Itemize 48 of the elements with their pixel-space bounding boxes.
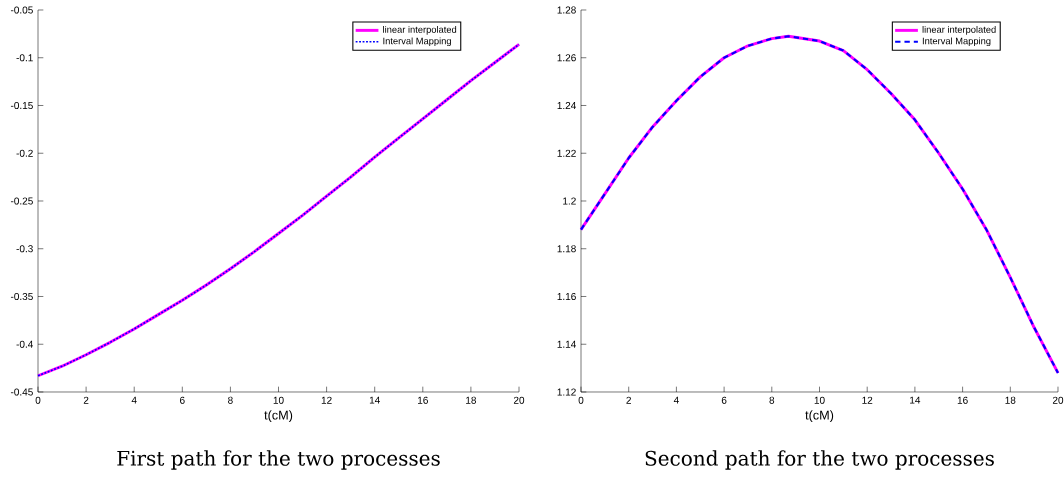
- text: Second path for the two processes: [645, 450, 994, 470]
- x-tick-label: 4: [673, 396, 679, 404]
- y-tick-label: -0.25: [10, 197, 33, 205]
- x-tick-label: 18: [1005, 396, 1016, 404]
- y-tick-label: -0.45: [10, 388, 33, 396]
- y-tick-label: -0.2: [16, 149, 33, 157]
- y-tick-label: 1.14: [557, 340, 576, 348]
- x-tick-label: 12: [321, 396, 332, 404]
- x-tick-label: 12: [862, 396, 873, 404]
- x-tick-label: 10: [814, 396, 825, 404]
- y-tick-label: -0.4: [16, 340, 34, 348]
- x-tick-label: 16: [418, 396, 428, 404]
- y-tick-label: 1.26: [557, 54, 576, 62]
- x-tick-label: 4: [131, 396, 137, 404]
- x-tick-label: 14: [910, 396, 921, 404]
- x-tick-label: 8: [769, 396, 775, 404]
- legend-label: Interval Mapping: [383, 37, 451, 47]
- y-tick-label: 1.28: [557, 6, 576, 14]
- x-tick-label: 14: [369, 396, 380, 404]
- y-tick-label: -0.3: [16, 245, 33, 253]
- x-tick-label: 2: [626, 396, 631, 404]
- y-tick-label: 1.16: [557, 292, 576, 301]
- legend-label: Interval Mapping: [922, 37, 991, 47]
- x-tick-label: 6: [180, 396, 185, 404]
- text: First path for the two processes: [117, 450, 440, 470]
- x-tick-label: 6: [721, 396, 727, 404]
- x-tick-label: 8: [228, 396, 233, 404]
- x-tick-label: 0: [578, 396, 584, 404]
- y-tick-label: -0.35: [10, 292, 33, 301]
- x-tick-label: 0: [35, 396, 41, 404]
- x-axis-title: t(cM): [264, 410, 293, 423]
- x-tick-label: 20: [513, 396, 525, 404]
- y-tick-label: 1.2: [563, 197, 576, 205]
- y-tick-label: 1.22: [557, 149, 576, 157]
- y-tick-label: 1.24: [557, 102, 576, 109]
- legend-label: linear interpolated: [922, 25, 996, 35]
- x-tick-label: 2: [83, 396, 89, 404]
- y-tick-label: 1.18: [557, 245, 576, 253]
- y-tick-label: 1.12: [557, 388, 576, 396]
- x-axis-title: t(cM): [805, 410, 834, 423]
- x-tick-label: 18: [466, 396, 477, 404]
- x-tick-label: 20: [1052, 396, 1064, 404]
- x-tick-label: 16: [957, 396, 968, 404]
- x-tick-label: 10: [273, 396, 284, 404]
- y-tick-label: -0.15: [10, 101, 33, 110]
- y-tick-label: -0.1: [16, 54, 33, 62]
- legend-label: linear interpolated: [383, 25, 457, 35]
- y-tick-label: -0.05: [10, 6, 33, 14]
